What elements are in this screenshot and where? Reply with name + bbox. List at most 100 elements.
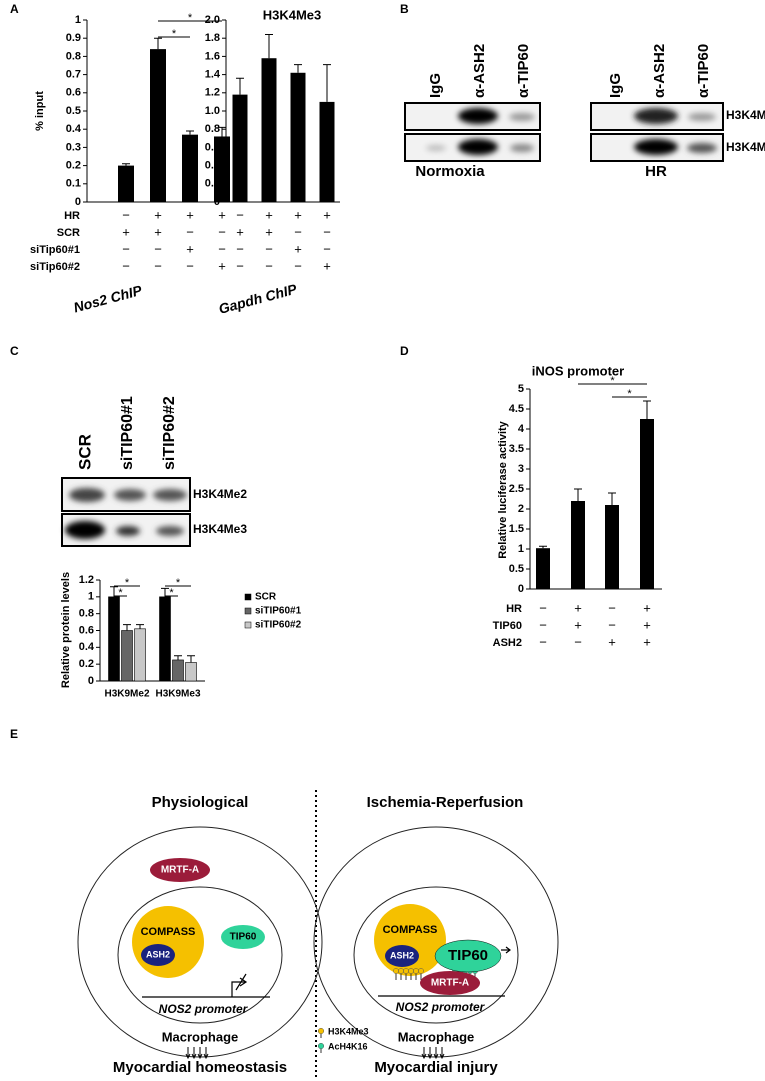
- promoter-label: NOS2 promoter: [396, 1000, 486, 1014]
- arrows: [185, 1047, 209, 1060]
- y-tick-label: 1.8: [205, 32, 220, 44]
- blot-b: IgG α-ASH2 α-TIP60 IgG α-ASH2 α-TIP60 H3…: [404, 44, 765, 180]
- lane-label: α-ASH2: [471, 44, 488, 98]
- y-tick-label: 0.8: [66, 50, 81, 62]
- error-bar: [187, 655, 195, 663]
- condition-mark: −: [608, 617, 616, 632]
- error-bar: [265, 34, 273, 59]
- bar: [159, 596, 171, 682]
- bar: [571, 501, 585, 589]
- bar: [150, 49, 166, 203]
- significance-label: *: [172, 28, 177, 40]
- condition-label: siTip60#2: [30, 261, 80, 273]
- error-bar: [123, 624, 131, 631]
- chart-title: H3K4Me3: [263, 7, 322, 22]
- y-tick-label: 4: [518, 423, 525, 435]
- x-axis-label: Nos2 ChIP: [72, 282, 144, 316]
- legend-swatch: [244, 593, 252, 601]
- y-tick-label: 0.8: [79, 608, 94, 620]
- group-label: Normoxia: [415, 163, 485, 180]
- node-label: COMPASS: [383, 924, 438, 936]
- condition-mark: +: [323, 258, 331, 273]
- y-tick-label: 2.5: [509, 483, 524, 495]
- diagram-title: Physiological: [152, 794, 249, 811]
- y-tick-label: 0: [88, 675, 94, 687]
- y-tick-label: 0.5: [509, 563, 524, 575]
- y-tick-label: 1.0: [205, 105, 220, 117]
- significance-label: *: [610, 375, 615, 387]
- condition-label: SCR: [57, 227, 80, 239]
- error-bar: [186, 130, 194, 135]
- y-tick-label: 0.7: [66, 69, 81, 81]
- condition-mark: −: [122, 207, 130, 222]
- cell-label: Macrophage: [398, 1029, 475, 1044]
- y-tick-label: 4.5: [509, 403, 524, 415]
- condition-mark: −: [218, 241, 226, 256]
- bar: [182, 134, 198, 202]
- y-tick-label: 0.3: [66, 141, 81, 153]
- blot-c: SCR siTIP60#1 siTIP60#2 H3K4Me2 H3K4Me3: [61, 396, 247, 547]
- promoter-label: NOS2 promoter: [159, 1002, 249, 1016]
- condition-mark: +: [154, 224, 162, 239]
- bands: [426, 108, 717, 155]
- error-bar: [294, 64, 302, 73]
- condition-mark: −: [608, 600, 616, 615]
- condition-mark: −: [236, 241, 244, 256]
- condition-mark: +: [236, 224, 244, 239]
- legend-label: siTIP60#2: [255, 620, 302, 631]
- bar: [185, 662, 197, 682]
- error-bar: [122, 163, 130, 166]
- panel-label: B: [400, 2, 409, 16]
- error-bar: [323, 64, 331, 102]
- y-tick-label: 1.2: [79, 574, 94, 586]
- bar: [536, 548, 550, 589]
- condition-mark: +: [643, 617, 651, 632]
- diagram: Physiological Ischemia-Reperfusion MRTF-…: [77, 790, 559, 1078]
- mrtf-a: [420, 971, 480, 995]
- bar: [290, 72, 306, 202]
- tip60: [221, 925, 265, 949]
- legend-marker: [317, 1027, 325, 1035]
- lane-label: IgG: [607, 73, 624, 98]
- condition-mark: −: [574, 634, 582, 649]
- y-tick-label: 0.6: [79, 624, 94, 636]
- bar: [108, 596, 120, 682]
- condition-mark: −: [294, 224, 302, 239]
- group-label: HR: [645, 163, 667, 180]
- legend-swatch: [244, 621, 252, 629]
- y-tick-label: 1.5: [509, 523, 524, 535]
- y-tick-label: 3.5: [509, 443, 524, 455]
- condition-mark: +: [608, 634, 616, 649]
- condition-mark: −: [323, 241, 331, 256]
- y-tick-label: 1: [75, 14, 81, 26]
- bar: [261, 58, 277, 202]
- panel-label: A: [10, 2, 19, 16]
- lane-label: siTIP60#2: [161, 396, 178, 470]
- condition-mark: +: [218, 258, 226, 273]
- condition-mark: +: [186, 207, 194, 222]
- significance-label: *: [188, 12, 193, 24]
- y-tick-label: 0.1: [66, 178, 81, 190]
- condition-mark: −: [122, 241, 130, 256]
- legend-label: AcH4K16: [328, 1041, 368, 1051]
- error-bar: [608, 492, 616, 505]
- condition-mark: +: [323, 207, 331, 222]
- lane-label: siTIP60#1: [119, 396, 136, 470]
- condition-mark: +: [643, 600, 651, 615]
- node-label: COMPASS: [141, 926, 196, 938]
- row-label: H3K4Me3: [193, 522, 247, 536]
- legend-marker: [317, 1042, 325, 1050]
- bar: [172, 659, 184, 682]
- cell-label: Macrophage: [162, 1029, 239, 1044]
- y-axis-label: Relative protein levels: [60, 572, 72, 688]
- condition-mark: −: [122, 258, 130, 273]
- y-axis-label: Relative luciferase activity: [497, 420, 509, 558]
- condition-mark: −: [218, 224, 226, 239]
- panel-label: D: [400, 344, 409, 358]
- condition-label: siTip60#1: [30, 244, 80, 256]
- error-bar: [539, 545, 547, 549]
- y-tick-label: 0.2: [66, 160, 81, 172]
- condition-mark: −: [236, 207, 244, 222]
- bar: [134, 628, 146, 682]
